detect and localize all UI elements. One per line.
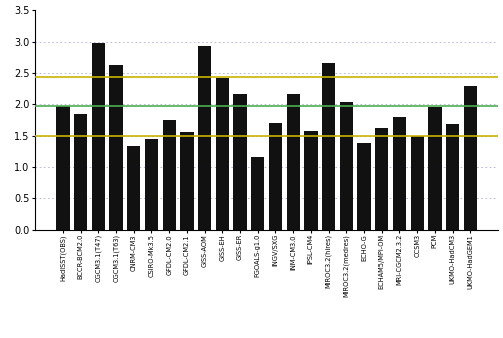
Bar — [322, 64, 335, 230]
Bar — [375, 128, 388, 230]
Bar — [198, 46, 211, 230]
Bar — [127, 146, 140, 230]
Bar — [446, 124, 459, 230]
Bar — [180, 132, 194, 230]
Bar — [304, 131, 317, 230]
Bar — [464, 86, 477, 230]
Bar — [393, 118, 406, 230]
Bar — [410, 136, 424, 230]
Bar — [233, 94, 246, 230]
Bar — [109, 65, 123, 230]
Bar — [162, 120, 176, 230]
Bar — [56, 105, 69, 230]
Bar — [428, 107, 442, 230]
Bar — [216, 78, 229, 230]
Bar — [92, 43, 105, 230]
Bar — [251, 157, 265, 230]
Bar — [340, 102, 353, 230]
Bar — [269, 123, 282, 230]
Bar — [357, 143, 371, 230]
Bar — [287, 94, 300, 230]
Bar — [74, 114, 87, 230]
Bar — [145, 139, 158, 230]
